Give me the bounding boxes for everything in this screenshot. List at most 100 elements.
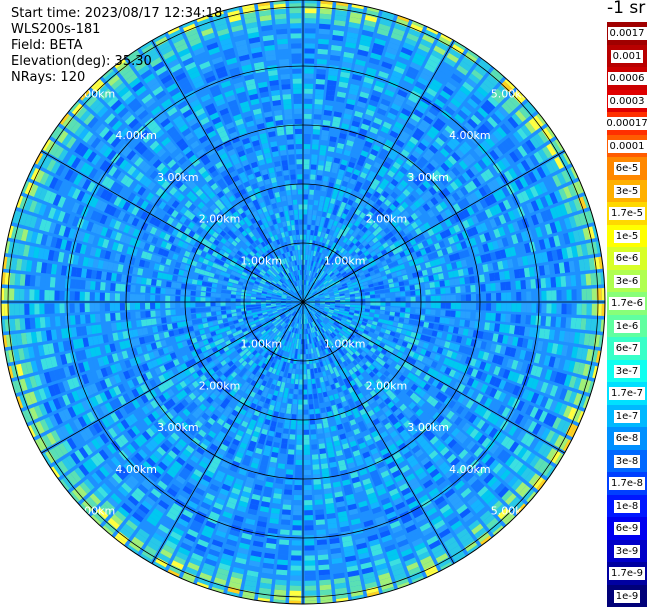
range-gate-cell: [521, 204, 530, 216]
range-gate-cell: [311, 282, 315, 288]
range-gate-cell: [406, 224, 414, 232]
range-gate-cell: [362, 81, 373, 90]
range-gate-cell: [319, 297, 325, 300]
range-gate-cell: [372, 264, 379, 271]
range-gate-cell: [303, 464, 311, 471]
range-gate-cell: [482, 184, 492, 195]
range-gate-cell: [339, 235, 345, 241]
range-gate-cell: [389, 75, 401, 84]
range-gate-cell: [383, 227, 391, 234]
range-gate-cell: [324, 249, 329, 256]
range-gate-cell: [304, 128, 312, 135]
range-gate-cell: [350, 299, 356, 302]
range-gate-cell: [342, 56, 354, 64]
range-gate-cell: [459, 319, 466, 327]
range-gate-cell: [489, 70, 502, 83]
range-gate-cell: [297, 424, 303, 430]
range-gate-cell: [525, 315, 532, 325]
range-gate-cell: [350, 302, 356, 305]
range-gate-cell: [303, 344, 306, 350]
range-gate-cell: [306, 264, 309, 271]
range-gate-cell: [358, 154, 367, 162]
range-gate-cell: [311, 289, 316, 294]
range-gate-cell: [420, 138, 431, 148]
range-gate-cell: [456, 129, 468, 140]
range-gate-cell: [306, 359, 310, 365]
range-gate-cell: [461, 171, 471, 182]
range-gate-cell: [389, 165, 399, 174]
range-gate-cell: [343, 266, 350, 271]
range-gate-cell: [442, 187, 451, 197]
range-gate-cell: [431, 206, 440, 216]
range-gate-cell: [352, 238, 358, 245]
range-gate-cell: [477, 244, 485, 254]
range-gate-cell: [397, 56, 409, 66]
range-gate-cell: [375, 233, 383, 241]
range-gate-cell: [349, 11, 363, 20]
range-gate-cell: [304, 108, 312, 114]
range-gate-cell: [323, 280, 328, 285]
range-gate-cell: [310, 424, 316, 430]
range-gate-cell: [471, 215, 480, 225]
range-gate-cell: [429, 159, 439, 169]
range-gate-cell: [312, 272, 316, 278]
range-gate-cell: [385, 293, 391, 298]
range-gate-cell: [429, 173, 439, 182]
range-gate-cell: [314, 194, 320, 201]
range-gate-cell: [308, 275, 312, 281]
range-gate-cell: [455, 302, 462, 310]
range-gate-cell: [477, 159, 488, 170]
range-gate-cell: [480, 171, 490, 182]
range-gate-cell: [402, 188, 411, 197]
range-gate-cell: [318, 282, 324, 288]
range-gate-cell: [306, 280, 309, 286]
range-gate-cell: [429, 126, 440, 136]
range-gate-cell: [307, 214, 312, 220]
range-gate-cell: [368, 283, 374, 288]
range-gate-cell: [345, 215, 352, 222]
range-gate-cell: [314, 104, 323, 110]
range-gate-cell: [324, 255, 329, 261]
range-gate-cell: [306, 291, 311, 297]
range-gate-cell: [324, 217, 330, 224]
range-gate-cell: [540, 210, 549, 223]
range-gate-cell: [297, 414, 303, 420]
range-gate-cell: [532, 115, 544, 128]
range-gate-cell: [483, 232, 492, 242]
range-gate-cell: [293, 389, 298, 395]
range-gate-cell: [390, 148, 400, 157]
range-gate-cell: [349, 291, 355, 295]
range-gate-cell: [481, 156, 492, 167]
range-gate-cell: [363, 113, 373, 122]
range-gate-cell: [323, 109, 333, 116]
range-gate-cell: [505, 154, 515, 166]
range-gate-cell: [321, 242, 326, 249]
range-gate-cell: [307, 374, 311, 380]
range-gate-cell: [461, 56, 475, 68]
range-gate-cell: [449, 181, 459, 191]
range-gate-cell: [375, 306, 381, 310]
range-gate-cell: [391, 70, 403, 79]
range-gate-cell: [563, 201, 573, 215]
range-gate-cell: [308, 404, 314, 410]
range-gate-cell: [314, 99, 324, 105]
range-gate-cell: [321, 134, 329, 141]
range-gate-cell: [318, 205, 323, 212]
range-gate-cell: [475, 255, 482, 264]
range-gate-cell: [321, 463, 329, 470]
range-gate-cell: [306, 229, 311, 235]
range-gate-cell: [323, 222, 329, 229]
range-gate-cell: [324, 165, 331, 172]
range-gate-cell: [327, 186, 333, 193]
range-gate-cell: [523, 173, 533, 186]
range-gate-cell: [505, 313, 512, 323]
range-gate-cell: [488, 133, 500, 145]
range-gate-cell: [522, 103, 535, 116]
range-gate-cell: [308, 249, 311, 256]
range-gate-cell: [438, 324, 445, 331]
range-gate-cell: [308, 293, 312, 298]
range-gate-cell: [306, 244, 309, 250]
range-gate-cell: [318, 564, 330, 571]
range-gate-cell: [417, 256, 425, 264]
